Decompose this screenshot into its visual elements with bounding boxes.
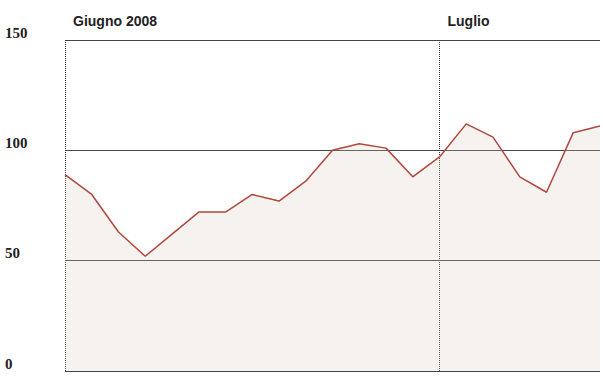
svg-text:Luglio: Luglio [448,13,490,29]
svg-text:100: 100 [5,135,28,151]
svg-text:0: 0 [5,356,13,372]
svg-text:Giugno 2008: Giugno 2008 [73,13,157,29]
svg-text:150: 150 [5,25,28,41]
svg-text:50: 50 [5,245,20,261]
